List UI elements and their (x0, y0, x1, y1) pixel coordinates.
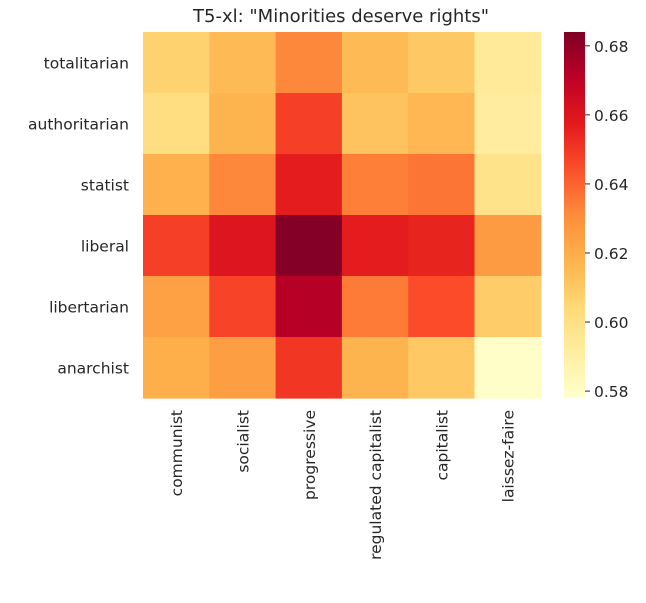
heatmap-cell-anarchist-regulated-capitalist (341, 337, 409, 399)
y-tick-label-anarchist: anarchist (57, 360, 129, 378)
x-tick-label-communist: communist (168, 410, 186, 496)
x-tick-label-progressive: progressive (301, 410, 319, 500)
heatmap-cell-liberal-laissez-faire (474, 215, 542, 277)
heatmap-cell-liberal-socialist (209, 215, 277, 277)
colorbar-tick-label: 0.60 (594, 314, 629, 332)
heatmap-cell-libertarian-laissez-faire (474, 276, 542, 338)
heatmap-cell-libertarian-progressive (275, 276, 343, 338)
heatmap-cell-statist-socialist (209, 154, 277, 216)
x-tick-label-socialist: socialist (234, 410, 252, 473)
heatmap-cell-libertarian-regulated-capitalist (341, 276, 409, 338)
heatmap-cell-totalitarian-capitalist (408, 32, 476, 94)
y-tick-label-libertarian: libertarian (49, 299, 129, 317)
x-tick-label-laissez-faire: laissez-faire (500, 410, 518, 502)
y-tick-label-authoritarian: authoritarian (28, 116, 129, 134)
heatmap-cell-authoritarian-regulated-capitalist (341, 93, 409, 155)
colorbar-tick-label: 0.62 (594, 245, 629, 263)
heatmap-cell-authoritarian-laissez-faire (474, 93, 542, 155)
heatmap-cell-statist-laissez-faire (474, 154, 542, 216)
y-tick-label-statist: statist (81, 177, 129, 195)
heatmap-cell-authoritarian-progressive (275, 93, 343, 155)
heatmap-cell-authoritarian-socialist (209, 93, 277, 155)
heatmap-cell-totalitarian-socialist (209, 32, 277, 94)
y-axis-tick-labels: totalitarian authoritarian statist liberal l… (28, 55, 129, 378)
chart-title: T5-xl: "Minorities deserve rights" (192, 6, 489, 27)
heatmap-cell-anarchist-laissez-faire (474, 337, 542, 399)
x-tick-label-capitalist: capitalist (433, 410, 451, 481)
x-tick-label-regulated-capitalist: regulated capitalist (367, 410, 385, 560)
heatmap-cell-liberal-capitalist (408, 215, 476, 277)
colorbar-tick-labels: 0.58 0.60 0.62 0.64 0.66 0.68 (585, 38, 629, 401)
heatmap-cell-authoritarian-capitalist (408, 93, 476, 155)
heatmap-cell-anarchist-communist (143, 337, 210, 399)
heatmap-cell-anarchist-progressive (275, 337, 343, 399)
colorbar-tick-label: 0.64 (594, 176, 629, 194)
heatmap-cell-totalitarian-laissez-faire (474, 32, 542, 94)
colorbar-tick-label: 0.66 (594, 107, 629, 125)
heatmap-cell-totalitarian-communist (143, 32, 210, 94)
heatmap-cell-authoritarian-communist (143, 93, 210, 155)
heatmap-cell-anarchist-socialist (209, 337, 277, 399)
heatmap-cell-statist-progressive (275, 154, 343, 216)
colorbar-tick-label: 0.68 (594, 38, 629, 56)
heatmap-cell-statist-communist (143, 154, 210, 216)
colorbar-tick-label: 0.58 (594, 383, 629, 401)
heatmap-cell-anarchist-capitalist (408, 337, 476, 399)
heatmap-cell-liberal-communist (143, 215, 210, 277)
y-tick-label-liberal: liberal (81, 238, 129, 256)
heatmap-cell-totalitarian-regulated-capitalist (341, 32, 409, 94)
heatmap-cell-liberal-progressive (275, 215, 343, 277)
heatmap-cell-libertarian-communist (143, 276, 210, 338)
heatmap-cells (143, 32, 542, 399)
heatmap-cell-statist-regulated-capitalist (341, 154, 409, 216)
heatmap-cell-statist-capitalist (408, 154, 476, 216)
y-tick-label-totalitarian: totalitarian (44, 55, 129, 73)
x-axis-tick-labels: communist socialist progressive regulated c… (168, 410, 518, 560)
colorbar (564, 32, 585, 398)
heatmap-cell-liberal-regulated-capitalist (341, 215, 409, 277)
heatmap-cell-libertarian-socialist (209, 276, 277, 338)
heatmap-cell-totalitarian-progressive (275, 32, 343, 94)
heatmap-cell-libertarian-capitalist (408, 276, 476, 338)
